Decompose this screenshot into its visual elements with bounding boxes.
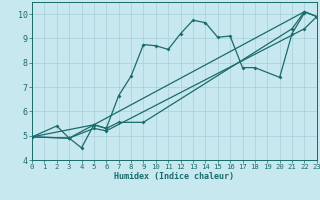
X-axis label: Humidex (Indice chaleur): Humidex (Indice chaleur) xyxy=(115,172,234,181)
